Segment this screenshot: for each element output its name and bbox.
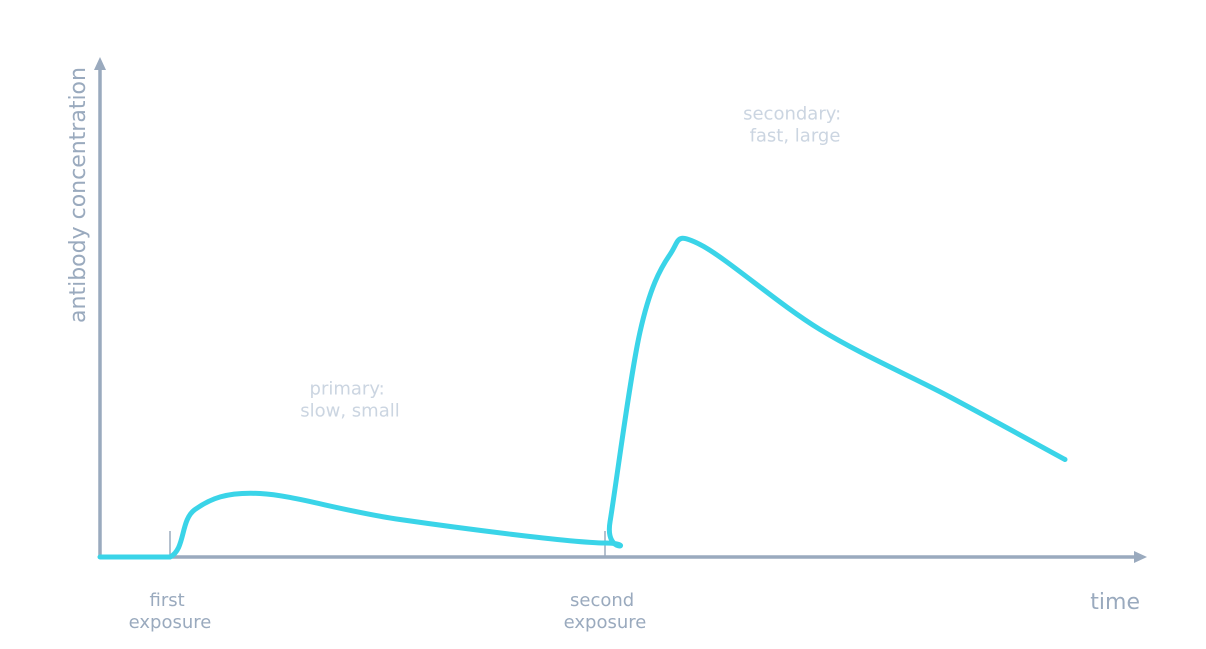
tick-label-second-exposure-line-2: exposure: [564, 612, 647, 633]
annotation-primary-line-1: primary:: [310, 379, 385, 400]
tick-label-first-exposure-line-2: exposure: [129, 612, 212, 633]
annotation-secondary-line-2: fast, large: [750, 126, 841, 147]
tick-label-second-exposure-line-1: second: [570, 590, 634, 611]
antibody-response-curve: [97, 235, 1068, 560]
y-axis-title: antibody concentration: [66, 67, 91, 323]
tick-label-first-exposure-line-1: first: [150, 590, 185, 611]
tick-label-second-exposure: second exposure: [564, 590, 647, 633]
x-axis-title: time: [1090, 590, 1140, 615]
annotation-primary: primary: slow, small: [300, 379, 400, 422]
annotation-secondary-line-1: secondary:: [743, 104, 841, 125]
annotation-secondary: secondary: fast, large: [743, 104, 847, 147]
x-axis-arrowhead: [1134, 551, 1147, 563]
tick-label-first-exposure: first exposure: [129, 590, 212, 633]
annotation-primary-line-2: slow, small: [300, 401, 400, 422]
y-axis-arrowhead: [94, 57, 106, 70]
